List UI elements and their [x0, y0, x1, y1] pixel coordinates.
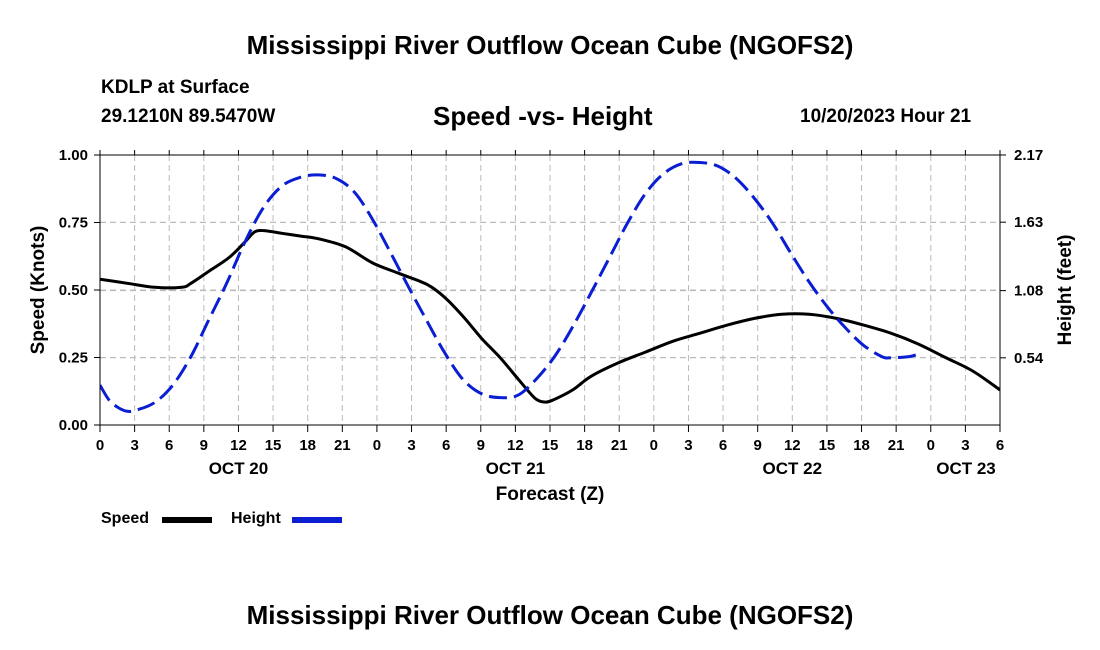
x-tick-label: 15	[542, 437, 559, 454]
legend-speed-label: Speed	[101, 510, 150, 527]
y-left-tick-label: 1.00	[59, 147, 88, 164]
x-tick-label: 12	[230, 437, 247, 454]
x-tick-label: 0	[650, 437, 658, 454]
x-date-label: OCT 21	[486, 459, 546, 478]
x-tick-label: 15	[819, 437, 836, 454]
y-right-tick-label: 1.08	[1014, 283, 1043, 300]
x-tick-label: 6	[165, 437, 173, 454]
x-tick-label: 18	[576, 437, 593, 454]
y-left-axis-title: Speed (Knots)	[28, 226, 49, 355]
forecast-datetime: 10/20/2023 Hour 21	[800, 106, 972, 127]
x-tick-label: 3	[407, 437, 415, 454]
x-tick-label: 3	[684, 437, 692, 454]
axes: 0 3 6 9 12 15 18 21 0 3 6 9 12 15 18 21 0 3 6 9 12 15 18 21 0 3 6O…	[28, 147, 1076, 505]
x-tick-label: 21	[888, 437, 905, 454]
x-date-label: OCT 23	[936, 459, 996, 478]
x-date-label: OCT 22	[763, 459, 823, 478]
x-tick-label: 12	[507, 437, 524, 454]
speed-series-line	[100, 228, 1000, 404]
grid	[100, 155, 1000, 425]
x-tick-label: 9	[477, 437, 485, 454]
x-tick-label: 12	[784, 437, 801, 454]
series-layer	[100, 160, 1000, 413]
x-tick-label: 6	[996, 437, 1004, 454]
x-tick-label: 3	[130, 437, 138, 454]
x-tick-label: 18	[853, 437, 870, 454]
height-series-line	[100, 160, 919, 413]
x-tick-label: 0	[96, 437, 104, 454]
x-tick-label: 21	[334, 437, 351, 454]
x-tick-label: 6	[719, 437, 727, 454]
y-right-tick-label: 0.54	[1014, 350, 1044, 367]
y-right-axis-title: Height (feet)	[1055, 235, 1076, 346]
legend-height-label: Height	[231, 510, 281, 527]
x-tick-label: 21	[611, 437, 628, 454]
x-axis-title: Forecast (Z)	[496, 484, 605, 505]
chart-title: Mississippi River Outflow Ocean Cube (NG…	[246, 30, 854, 60]
y-left-tick-label: 0.75	[59, 215, 88, 232]
footer-title: Mississippi River Outflow Ocean Cube (NG…	[246, 600, 854, 630]
x-tick-label: 9	[200, 437, 208, 454]
x-tick-label: 15	[265, 437, 282, 454]
x-tick-label: 9	[754, 437, 762, 454]
y-left-tick-label: 0.00	[59, 417, 88, 434]
x-tick-label: 0	[373, 437, 381, 454]
y-left-tick-label: 0.25	[59, 350, 88, 367]
x-tick-label: 6	[442, 437, 450, 454]
x-date-label: OCT 20	[209, 459, 269, 478]
y-left-tick-label: 0.50	[59, 282, 88, 299]
x-tick-label: 18	[299, 437, 316, 454]
y-right-tick-label: 1.63	[1014, 214, 1043, 231]
station-coordinates: 29.1210N 89.5470W	[101, 106, 276, 127]
station-label: KDLP at Surface	[101, 77, 250, 98]
x-tick-label: 0	[927, 437, 935, 454]
x-tick-label: 3	[961, 437, 969, 454]
chart-subtitle: Speed -vs- Height	[433, 101, 653, 131]
y-right-tick-label: 2.17	[1014, 147, 1043, 164]
